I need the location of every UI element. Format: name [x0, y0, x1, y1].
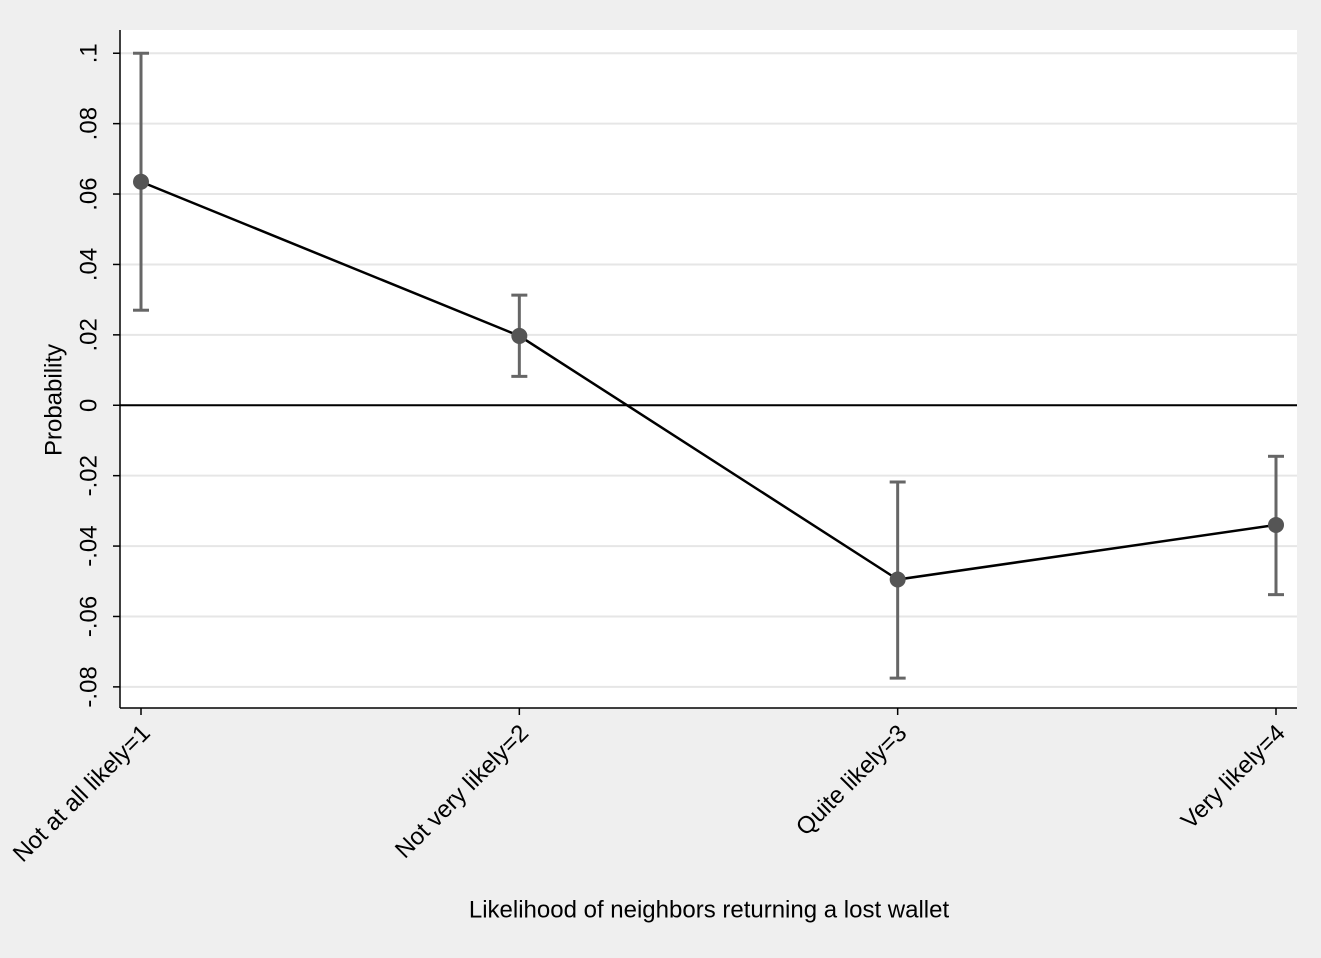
plot-area — [120, 30, 1297, 708]
y-tick-label: -.02 — [75, 455, 102, 496]
x-tick-label: Not very likely=2 — [390, 720, 534, 864]
y-tick-label: .08 — [75, 107, 102, 140]
y-axis-label: Probability — [40, 344, 67, 456]
y-tick-label: .04 — [75, 248, 102, 281]
data-point — [889, 571, 906, 588]
x-tick-label: Not at all likely=1 — [8, 720, 156, 868]
y-tick-label: -.04 — [75, 525, 102, 566]
x-axis-label: Likelihood of neighbors returning a lost… — [469, 896, 950, 923]
data-point — [133, 173, 149, 190]
y-tick-label: .06 — [75, 177, 102, 210]
data-point — [1268, 516, 1284, 533]
y-tick-label: .1 — [75, 43, 102, 63]
x-tick-label: Quite likely=3 — [791, 720, 912, 841]
data-point — [511, 327, 528, 344]
y-tick-label: -.06 — [75, 596, 102, 637]
x-tick-label: Very likely=4 — [1176, 720, 1291, 835]
y-tick-label: 0 — [75, 399, 102, 412]
data-line — [140, 180, 1277, 581]
y-tick-label: -.08 — [75, 666, 102, 707]
y-tick-label: .02 — [75, 318, 102, 351]
